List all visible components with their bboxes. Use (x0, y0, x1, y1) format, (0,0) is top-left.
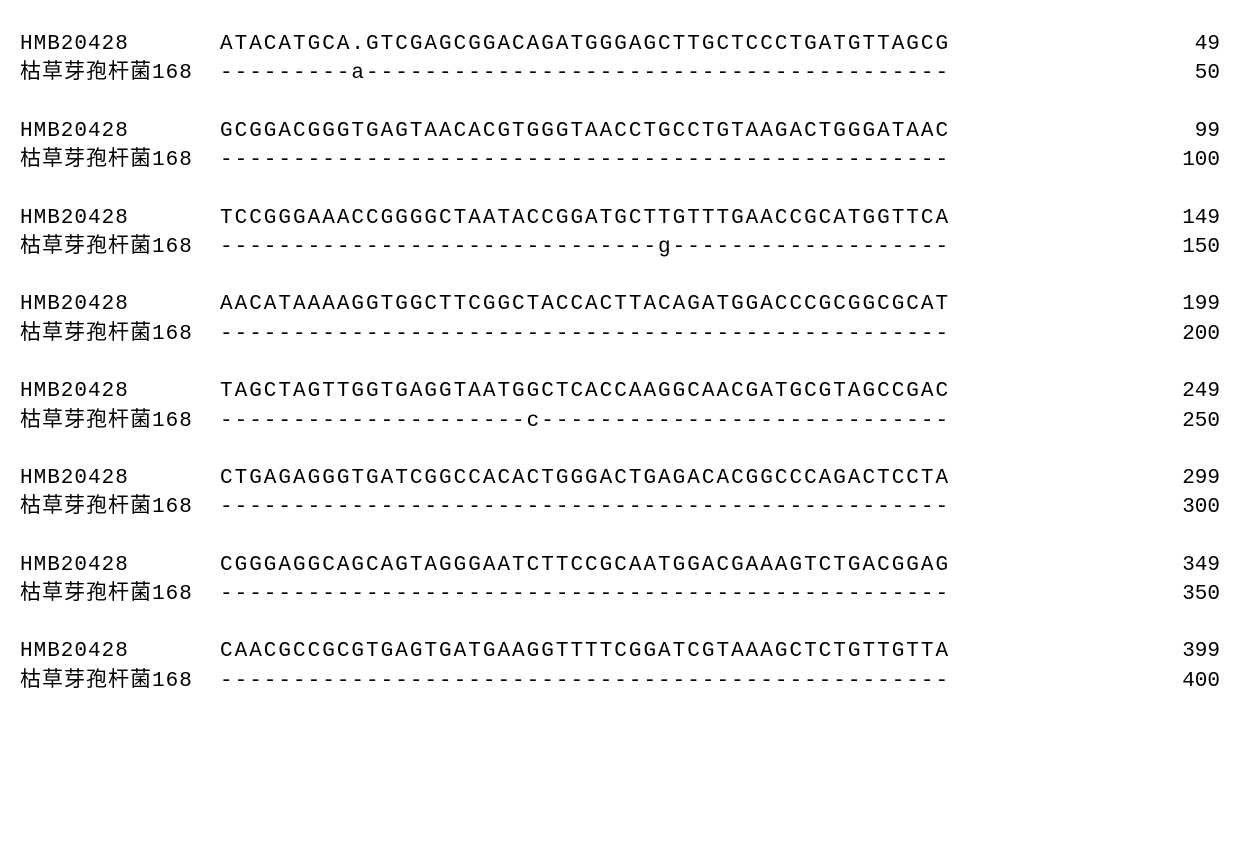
sequence-position: 250 (1160, 407, 1220, 436)
sequence-position: 200 (1160, 320, 1220, 349)
alignment-block: HMB20428AACATAAAAGGTGGCTTCGGCTACCACTTACA… (20, 290, 1220, 349)
sequence-label: 枯草芽孢杆菌168 (20, 146, 220, 175)
alignment-row: HMB20428ATACATGCA.GTCGAGCGGACAGATGGGAGCT… (20, 30, 1220, 59)
sequence-position: 300 (1160, 493, 1220, 522)
alignment-block: HMB20428TAGCTAGTTGGTGAGGTAATGGCTCACCAAGG… (20, 377, 1220, 436)
sequence-label: HMB20428 (20, 204, 220, 233)
sequence-label: 枯草芽孢杆菌168 (20, 320, 220, 349)
sequence-text: ---------------------c------------------… (220, 407, 1160, 436)
sequence-position: 50 (1160, 59, 1220, 88)
sequence-text: ----------------------------------------… (220, 667, 1160, 696)
sequence-text: CAACGCCGCGTGAGTGATGAAGGTTTTCGGATCGTAAAGC… (220, 637, 1160, 666)
sequence-text: ----------------------------------------… (220, 493, 1160, 522)
alignment-row: HMB20428GCGGACGGGTGAGTAACACGTGGGTAACCTGC… (20, 117, 1220, 146)
sequence-label: 枯草芽孢杆菌168 (20, 667, 220, 696)
sequence-label: HMB20428 (20, 637, 220, 666)
alignment-row: HMB20428TCCGGGAAACCGGGGCTAATACCGGATGCTTG… (20, 204, 1220, 233)
alignment-block: HMB20428CAACGCCGCGTGAGTGATGAAGGTTTTCGGAT… (20, 637, 1220, 696)
alignment-row: 枯草芽孢杆菌168-------------------------------… (20, 667, 1220, 696)
sequence-text: ATACATGCA.GTCGAGCGGACAGATGGGAGCTTGCTCCCT… (220, 30, 1160, 59)
alignment-row: 枯草芽孢杆菌168------------------------------g… (20, 233, 1220, 262)
sequence-label: 枯草芽孢杆菌168 (20, 233, 220, 262)
alignment-block: HMB20428GCGGACGGGTGAGTAACACGTGGGTAACCTGC… (20, 117, 1220, 176)
sequence-text: ---------a------------------------------… (220, 59, 1160, 88)
sequence-label: HMB20428 (20, 551, 220, 580)
alignment-row: 枯草芽孢杆菌168-------------------------------… (20, 493, 1220, 522)
sequence-label: 枯草芽孢杆菌168 (20, 493, 220, 522)
sequence-position: 350 (1160, 580, 1220, 609)
sequence-text: CTGAGAGGGTGATCGGCCACACTGGGACTGAGACACGGCC… (220, 464, 1160, 493)
sequence-position: 299 (1160, 464, 1220, 493)
alignment-row: HMB20428AACATAAAAGGTGGCTTCGGCTACCACTTACA… (20, 290, 1220, 319)
alignment-row: HMB20428CAACGCCGCGTGAGTGATGAAGGTTTTCGGAT… (20, 637, 1220, 666)
alignment-row: HMB20428TAGCTAGTTGGTGAGGTAATGGCTCACCAAGG… (20, 377, 1220, 406)
alignment-row: 枯草芽孢杆菌168-------------------------------… (20, 146, 1220, 175)
sequence-alignment: HMB20428ATACATGCA.GTCGAGCGGACAGATGGGAGCT… (20, 30, 1220, 696)
sequence-label: HMB20428 (20, 377, 220, 406)
sequence-position: 100 (1160, 146, 1220, 175)
sequence-text: ----------------------------------------… (220, 320, 1160, 349)
alignment-row: 枯草芽孢杆菌168---------------------c---------… (20, 407, 1220, 436)
alignment-row: 枯草芽孢杆菌168---------a---------------------… (20, 59, 1220, 88)
sequence-label: 枯草芽孢杆菌168 (20, 59, 220, 88)
sequence-position: 349 (1160, 551, 1220, 580)
sequence-position: 199 (1160, 290, 1220, 319)
sequence-position: 150 (1160, 233, 1220, 262)
sequence-label: HMB20428 (20, 117, 220, 146)
sequence-position: 99 (1160, 117, 1220, 146)
sequence-text: TCCGGGAAACCGGGGCTAATACCGGATGCTTGTTTGAACC… (220, 204, 1160, 233)
sequence-text: GCGGACGGGTGAGTAACACGTGGGTAACCTGCCTGTAAGA… (220, 117, 1160, 146)
sequence-text: ----------------------------------------… (220, 580, 1160, 609)
sequence-position: 149 (1160, 204, 1220, 233)
sequence-text: CGGGAGGCAGCAGTAGGGAATCTTCCGCAATGGACGAAAG… (220, 551, 1160, 580)
alignment-block: HMB20428TCCGGGAAACCGGGGCTAATACCGGATGCTTG… (20, 204, 1220, 263)
alignment-row: HMB20428CGGGAGGCAGCAGTAGGGAATCTTCCGCAATG… (20, 551, 1220, 580)
sequence-position: 49 (1160, 30, 1220, 59)
sequence-text: ------------------------------g---------… (220, 233, 1160, 262)
alignment-block: HMB20428CGGGAGGCAGCAGTAGGGAATCTTCCGCAATG… (20, 551, 1220, 610)
sequence-label: HMB20428 (20, 30, 220, 59)
sequence-text: AACATAAAAGGTGGCTTCGGCTACCACTTACAGATGGACC… (220, 290, 1160, 319)
sequence-label: 枯草芽孢杆菌168 (20, 407, 220, 436)
alignment-block: HMB20428ATACATGCA.GTCGAGCGGACAGATGGGAGCT… (20, 30, 1220, 89)
alignment-row: 枯草芽孢杆菌168-------------------------------… (20, 320, 1220, 349)
sequence-position: 249 (1160, 377, 1220, 406)
sequence-label: HMB20428 (20, 464, 220, 493)
sequence-label: 枯草芽孢杆菌168 (20, 580, 220, 609)
sequence-position: 400 (1160, 667, 1220, 696)
alignment-row: 枯草芽孢杆菌168-------------------------------… (20, 580, 1220, 609)
sequence-text: TAGCTAGTTGGTGAGGTAATGGCTCACCAAGGCAACGATG… (220, 377, 1160, 406)
sequence-text: ----------------------------------------… (220, 146, 1160, 175)
alignment-row: HMB20428CTGAGAGGGTGATCGGCCACACTGGGACTGAG… (20, 464, 1220, 493)
sequence-position: 399 (1160, 637, 1220, 666)
sequence-label: HMB20428 (20, 290, 220, 319)
alignment-block: HMB20428CTGAGAGGGTGATCGGCCACACTGGGACTGAG… (20, 464, 1220, 523)
